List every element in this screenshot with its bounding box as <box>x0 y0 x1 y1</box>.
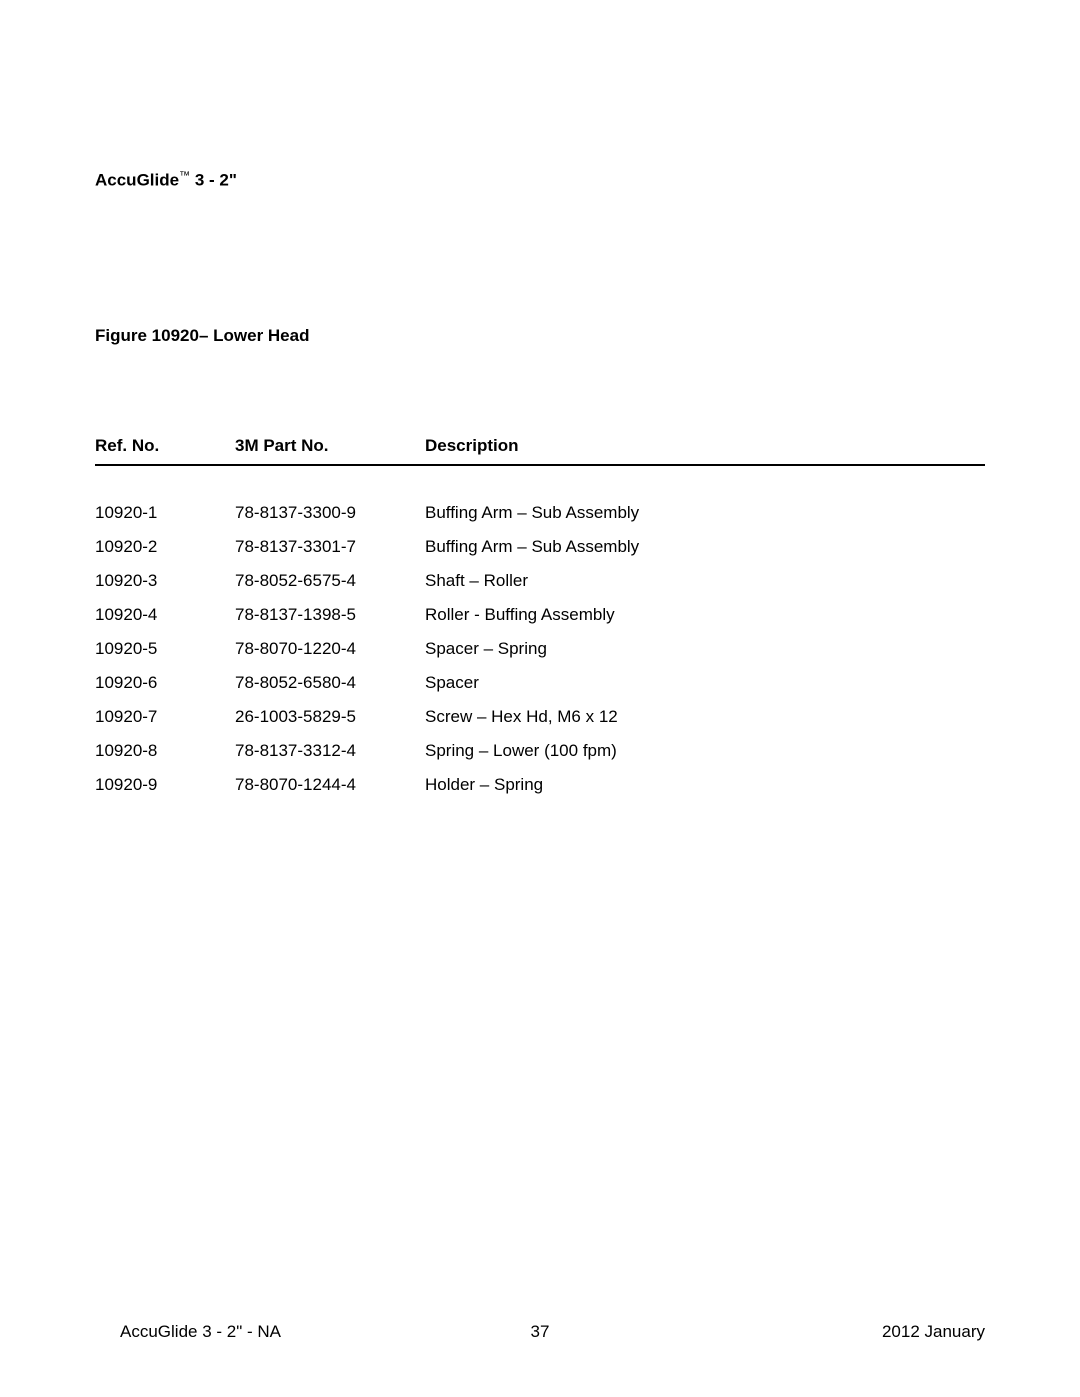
column-header-desc: Description <box>425 436 985 456</box>
table-row: 10920-3 78-8052-6575-4 Shaft – Roller <box>95 564 985 598</box>
cell-desc: Spacer – Spring <box>425 639 985 659</box>
table-row: 10920-7 26-1003-5829-5 Screw – Hex Hd, M… <box>95 700 985 734</box>
cell-desc: Spring – Lower (100 fpm) <box>425 741 985 761</box>
cell-part: 26-1003-5829-5 <box>235 707 425 727</box>
table-row: 10920-4 78-8137-1398-5 Roller - Buffing … <box>95 598 985 632</box>
cell-ref: 10920-6 <box>95 673 235 693</box>
product-title: AccuGlide™ 3 - 2" <box>95 170 985 191</box>
table-row: 10920-6 78-8052-6580-4 Spacer <box>95 666 985 700</box>
page-footer: AccuGlide 3 - 2" - NA 37 2012 January <box>0 1322 1080 1342</box>
cell-desc: Buffing Arm – Sub Assembly <box>425 503 985 523</box>
cell-desc: Shaft – Roller <box>425 571 985 591</box>
cell-part: 78-8070-1220-4 <box>235 639 425 659</box>
cell-desc: Spacer <box>425 673 985 693</box>
cell-ref: 10920-5 <box>95 639 235 659</box>
product-suffix: 3 - 2" <box>190 171 237 190</box>
cell-part: 78-8137-3301-7 <box>235 537 425 557</box>
cell-part: 78-8052-6580-4 <box>235 673 425 693</box>
product-name: AccuGlide <box>95 171 179 190</box>
cell-part: 78-8137-3300-9 <box>235 503 425 523</box>
table-row: 10920-2 78-8137-3301-7 Buffing Arm – Sub… <box>95 530 985 564</box>
cell-part: 78-8137-1398-5 <box>235 605 425 625</box>
table-row: 10920-8 78-8137-3312-4 Spring – Lower (1… <box>95 734 985 768</box>
table-row: 10920-1 78-8137-3300-9 Buffing Arm – Sub… <box>95 496 985 530</box>
cell-desc: Screw – Hex Hd, M6 x 12 <box>425 707 985 727</box>
cell-ref: 10920-2 <box>95 537 235 557</box>
trademark-symbol: ™ <box>179 170 190 182</box>
table-row: 10920-9 78-8070-1244-4 Holder – Spring <box>95 768 985 802</box>
figure-title: Figure 10920– Lower Head <box>95 326 985 346</box>
cell-ref: 10920-8 <box>95 741 235 761</box>
cell-part: 78-8070-1244-4 <box>235 775 425 795</box>
cell-part: 78-8052-6575-4 <box>235 571 425 591</box>
parts-table: Ref. No. 3M Part No. Description 10920-1… <box>95 436 985 802</box>
column-header-part: 3M Part No. <box>235 436 425 456</box>
cell-ref: 10920-9 <box>95 775 235 795</box>
cell-ref: 10920-1 <box>95 503 235 523</box>
table-header-row: Ref. No. 3M Part No. Description <box>95 436 985 466</box>
column-header-ref: Ref. No. <box>95 436 235 456</box>
table-row: 10920-5 78-8070-1220-4 Spacer – Spring <box>95 632 985 666</box>
cell-ref: 10920-7 <box>95 707 235 727</box>
cell-ref: 10920-4 <box>95 605 235 625</box>
cell-desc: Roller - Buffing Assembly <box>425 605 985 625</box>
page-number: 37 <box>531 1322 550 1342</box>
cell-part: 78-8137-3312-4 <box>235 741 425 761</box>
footer-left: AccuGlide 3 - 2" - NA <box>120 1322 281 1342</box>
cell-ref: 10920-3 <box>95 571 235 591</box>
cell-desc: Buffing Arm – Sub Assembly <box>425 537 985 557</box>
footer-right: 2012 January <box>882 1322 985 1342</box>
cell-desc: Holder – Spring <box>425 775 985 795</box>
